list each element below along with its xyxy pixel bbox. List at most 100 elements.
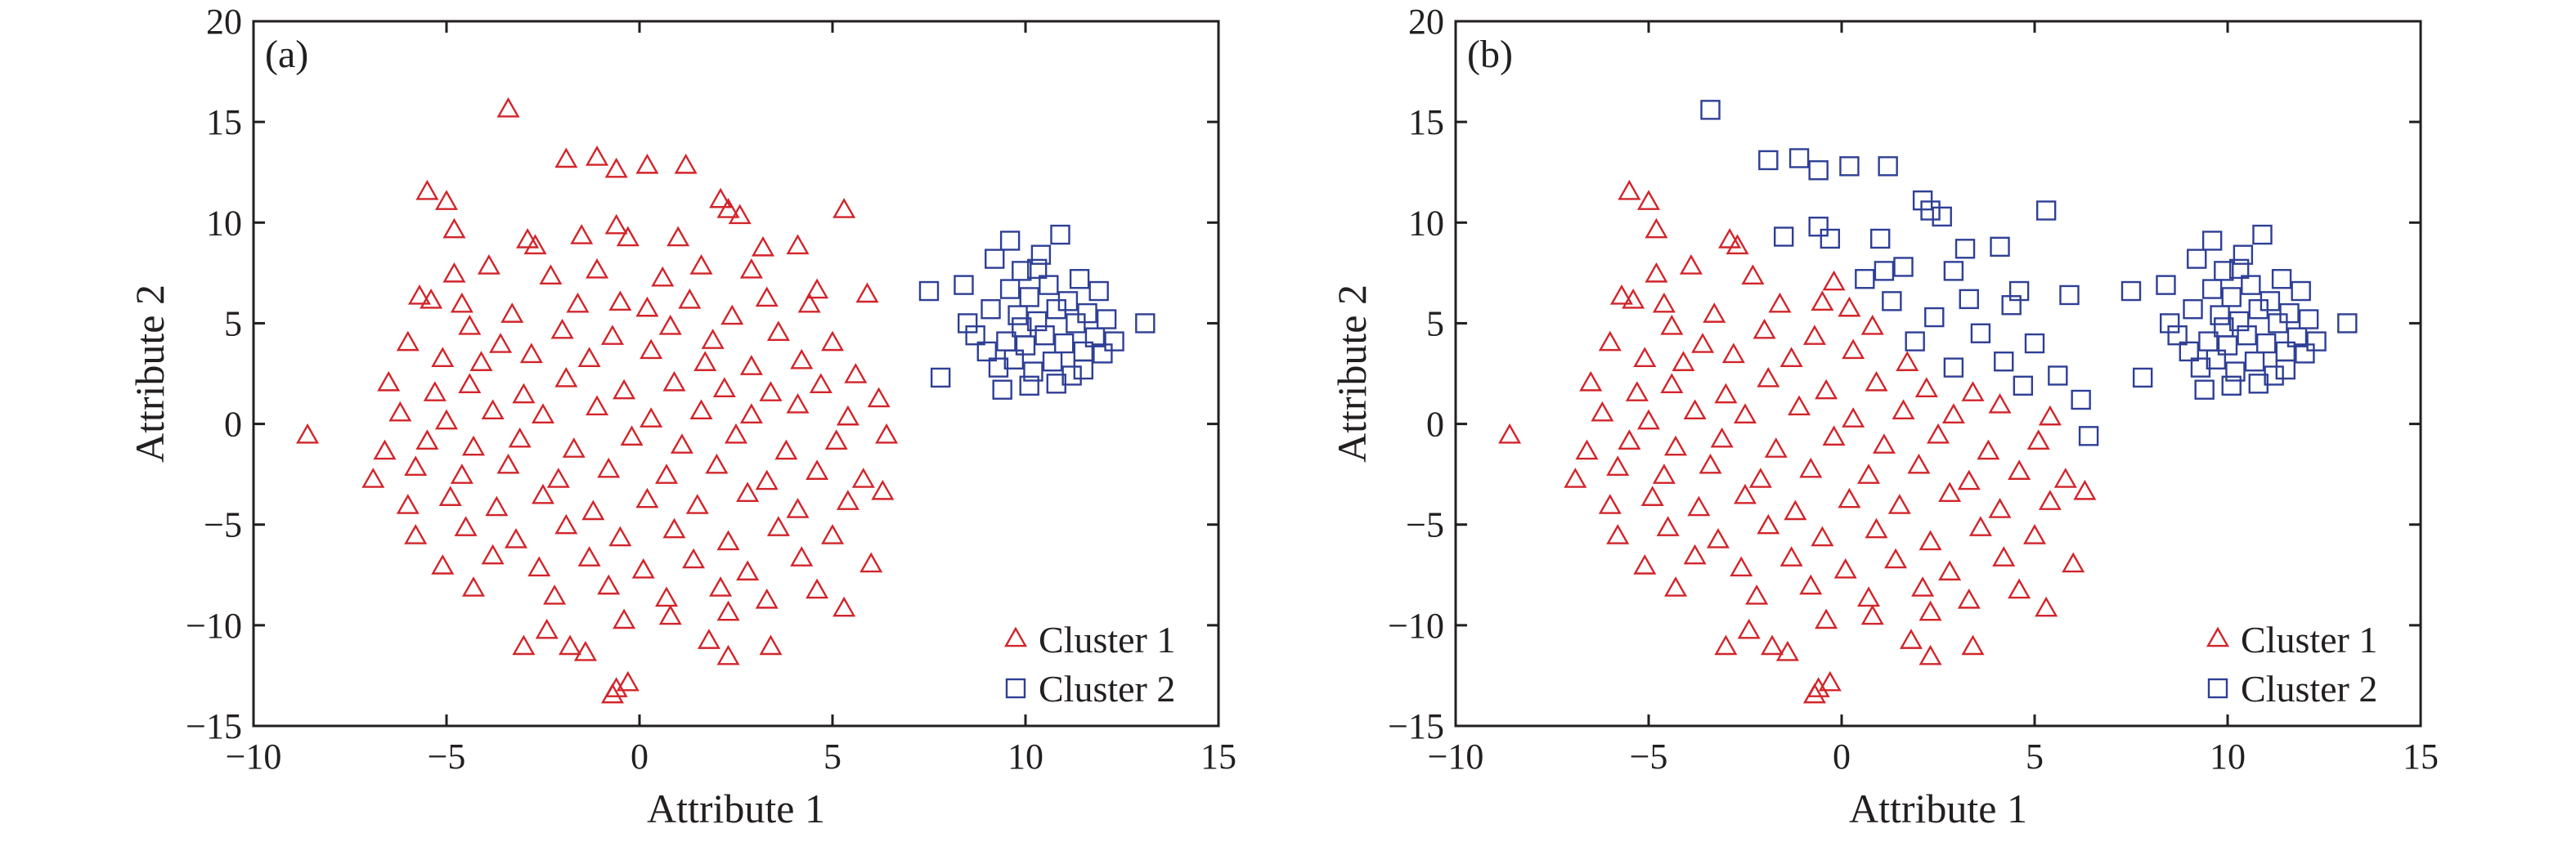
- cluster2-point: [1096, 309, 1117, 329]
- cluster1-point: [1625, 381, 1649, 401]
- cluster1-point: [1591, 401, 1614, 422]
- cluster1-point: [851, 468, 875, 488]
- cluster1-point: [759, 381, 783, 401]
- cluster2-point: [1073, 341, 1094, 362]
- cluster1-point: [469, 351, 493, 371]
- cluster2-point: [2167, 325, 2188, 346]
- cluster1-point: [1579, 370, 1603, 392]
- cluster1-point: [546, 468, 570, 488]
- cluster1-point: [550, 318, 574, 339]
- cluster1-point: [373, 439, 397, 460]
- cluster1-point: [655, 464, 679, 484]
- y-tick-label: 5: [1426, 303, 1444, 343]
- cluster1-point: [1872, 433, 1896, 454]
- cluster1-point: [724, 423, 748, 444]
- x-tick-label: 5: [824, 737, 841, 777]
- plot-frame-b: [1454, 20, 2422, 728]
- cluster1-point: [1914, 377, 1938, 397]
- cluster1-point: [1606, 455, 1630, 477]
- cluster2-point: [2221, 287, 2242, 307]
- cluster1-point: [1799, 457, 1823, 478]
- x-tick-label: −5: [428, 737, 466, 777]
- cluster1-point: [832, 596, 856, 617]
- cluster2-point: [2217, 335, 2238, 356]
- cluster2-point: [1994, 352, 2014, 372]
- cluster1-point: [554, 513, 578, 535]
- cluster1-point: [871, 479, 895, 500]
- plot-area-b: [1498, 100, 2358, 704]
- cluster1-point: [1938, 560, 1962, 581]
- cluster1-point: [1664, 435, 1688, 456]
- cluster2-point: [1839, 156, 1860, 177]
- cluster1-point: [1699, 453, 1722, 474]
- cluster1-point: [512, 634, 536, 656]
- y-tick-label: 20: [206, 2, 242, 42]
- cluster1-point: [2038, 405, 2062, 426]
- cluster1-point: [1633, 347, 1657, 368]
- cluster1-point: [554, 366, 578, 387]
- y-tick-label: −15: [186, 706, 242, 746]
- cluster1-point: [458, 373, 482, 394]
- cluster2-point: [2237, 325, 2257, 346]
- cluster1-point: [1606, 524, 1630, 544]
- cluster1-point: [2008, 578, 2031, 599]
- cluster1-point: [678, 288, 702, 309]
- x-axis-title-a: Attribute 1: [647, 786, 825, 831]
- cluster2-point: [1088, 280, 1109, 302]
- cluster1-point: [1884, 548, 1908, 569]
- cluster2-point: [1053, 333, 1075, 354]
- y-tick-label: −5: [1406, 505, 1444, 545]
- cluster1-point: [1822, 425, 1846, 446]
- cluster1-point: [620, 425, 644, 446]
- cluster1-point: [682, 548, 706, 569]
- cluster1-point: [450, 464, 473, 484]
- cluster2-point: [2179, 341, 2200, 362]
- cluster1-point: [1636, 190, 1661, 210]
- cluster2-point: [1820, 228, 1841, 249]
- cluster2-point: [1019, 287, 1039, 307]
- cluster2-point: [2255, 333, 2277, 354]
- cluster1-point: [586, 395, 609, 416]
- cluster1-point: [752, 235, 775, 257]
- y-axis-title-a: Attribute 2: [127, 284, 173, 463]
- cluster1-point: [832, 198, 856, 218]
- cluster1-point: [1957, 469, 1981, 490]
- cluster1-point: [512, 383, 536, 404]
- cluster2-point: [1073, 359, 1094, 380]
- cluster1-point: [1784, 499, 1807, 521]
- cluster2-point: [1019, 375, 1039, 396]
- y-tick-label: −10: [1388, 606, 1444, 646]
- cluster1-point: [790, 546, 814, 567]
- cluster2-point: [1893, 257, 1914, 277]
- cluster2-point: [2132, 367, 2153, 388]
- cluster1-point: [543, 584, 567, 605]
- y-tick-label: −5: [204, 505, 242, 545]
- cluster2-point: [985, 249, 1005, 269]
- cluster1-point: [786, 392, 810, 414]
- cluster1-point: [1860, 314, 1884, 335]
- cluster1-point: [1645, 217, 1668, 239]
- y-tick-label: −15: [1388, 706, 1444, 746]
- cluster1-point: [797, 292, 821, 313]
- cluster1-point: [716, 644, 740, 665]
- cluster2-point: [1030, 244, 1052, 265]
- cluster1-point: [1498, 423, 1522, 444]
- cluster1-point: [1961, 381, 1985, 401]
- cluster1-point: [1911, 576, 1935, 597]
- y-tick-label: 0: [224, 405, 242, 445]
- cluster1-point: [1899, 629, 1923, 649]
- cluster1-point: [1618, 179, 1641, 200]
- cluster2-point: [2228, 258, 2250, 280]
- cluster2-point: [1039, 275, 1059, 295]
- cluster2-point: [1077, 302, 1097, 324]
- cluster2-point: [1057, 291, 1079, 311]
- cluster1-point: [604, 157, 628, 178]
- cluster1-point: [407, 284, 431, 305]
- cluster1-point: [1788, 395, 1811, 416]
- cluster1-point: [855, 282, 879, 303]
- x-tick-label: 0: [631, 737, 648, 777]
- cluster1-point: [820, 330, 845, 352]
- cluster2-point: [992, 379, 1012, 400]
- cluster1-point: [1730, 556, 1753, 577]
- cluster1-point: [1818, 670, 1842, 692]
